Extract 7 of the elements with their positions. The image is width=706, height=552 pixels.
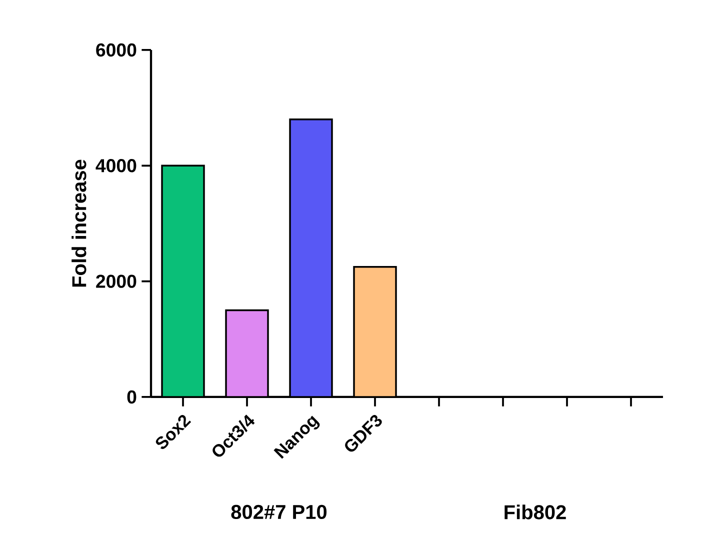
text: Fib802 bbox=[504, 504, 566, 520]
y-tick-label: 0 bbox=[127, 390, 136, 404]
y-tick-label: 4000 bbox=[96, 159, 136, 172]
y-tick-label: 2000 bbox=[96, 274, 136, 288]
text: 802#7 P10 bbox=[231, 504, 327, 520]
y-tick-label: 6000 bbox=[96, 43, 136, 57]
y-axis-title: Fold increase bbox=[72, 160, 86, 287]
